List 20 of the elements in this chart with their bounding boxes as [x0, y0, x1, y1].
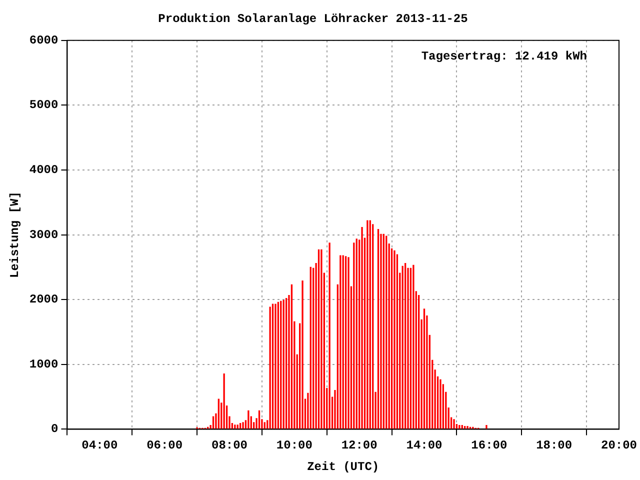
y-tick-label: 4000	[29, 163, 58, 178]
y-tick-label: 6000	[29, 33, 58, 48]
y-axis-title: Leistung [W]	[8, 192, 22, 278]
x-axis-title: Zeit (UTC)	[307, 460, 380, 474]
y-tick-label: 2000	[29, 292, 58, 307]
y-tick-label: 0	[51, 422, 58, 436]
x-tick-label: 16:00	[471, 438, 508, 452]
x-tick-label: 04:00	[82, 438, 118, 452]
chart-title: Produktion Solaranlage Löhracker 2013-11-25	[158, 12, 468, 26]
x-tick-label: 18:00	[536, 438, 572, 452]
y-tick-label: 5000	[29, 98, 58, 112]
y-tick-label: 3000	[29, 228, 58, 242]
x-tick-label: 20:00	[600, 438, 638, 452]
y-tick-label: 1000	[29, 357, 58, 372]
x-tick-label: 06:00	[146, 438, 183, 452]
x-tick-label: 10:00	[276, 438, 312, 452]
annotation: Tagesertrag: 12.419 kWh	[421, 49, 587, 64]
x-tick-label: 08:00	[211, 438, 248, 452]
x-tick-label: 12:00	[341, 438, 378, 452]
x-tick-label: 14:00	[406, 438, 442, 452]
